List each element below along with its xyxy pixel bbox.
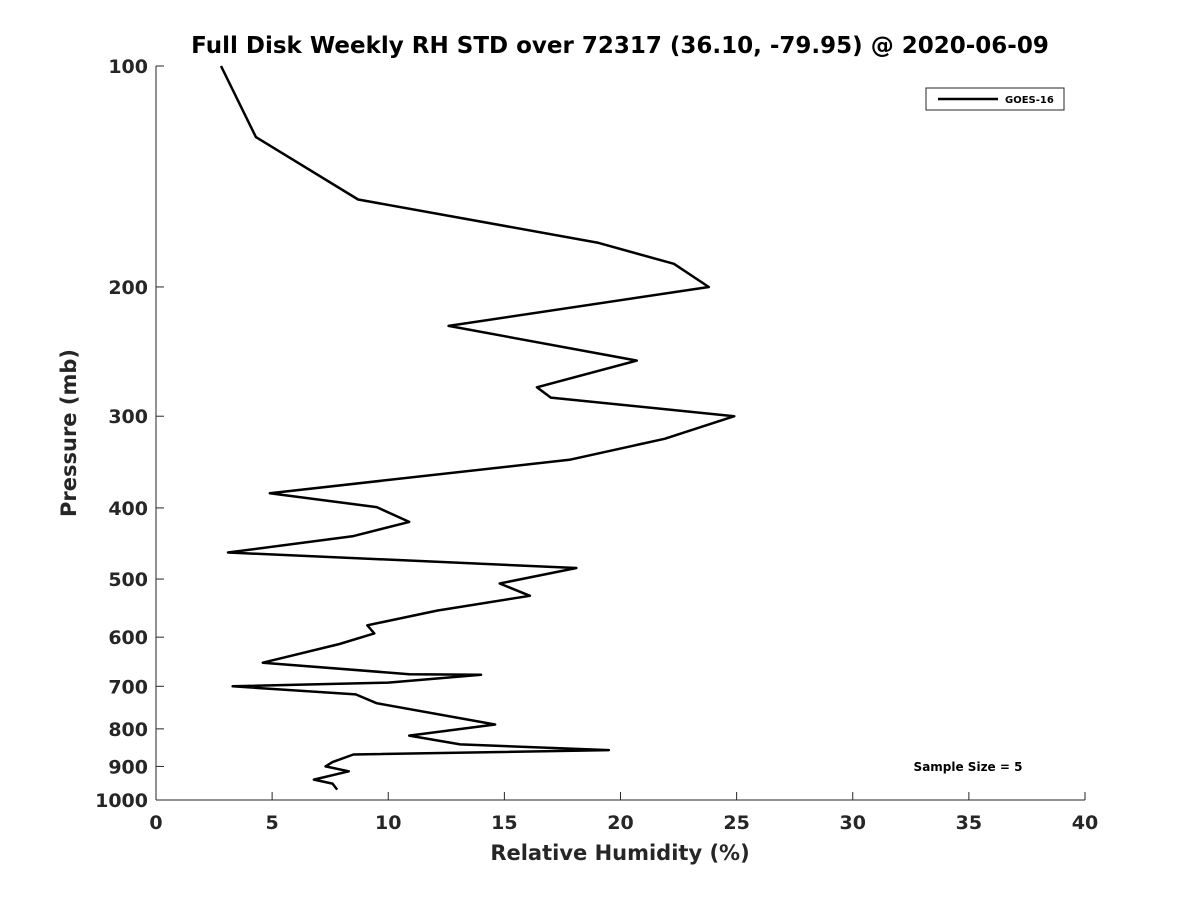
x-tick-label: 0 (149, 812, 162, 834)
y-tick-label: 600 (108, 627, 148, 649)
x-tick-label: 30 (840, 812, 866, 834)
y-ticks: 100 200 300 400 500 600 700 800 900 1000 (95, 56, 164, 812)
x-tick-label: 10 (375, 812, 401, 834)
y-tick-label: 800 (108, 719, 148, 741)
y-tick-label: 100 (108, 56, 148, 78)
series-layer (219, 65, 736, 791)
x-tick-label: 40 (1072, 812, 1098, 834)
series-line-goes-16 (219, 65, 736, 791)
y-tick-label: 900 (108, 756, 148, 778)
x-tick-label: 25 (723, 812, 749, 834)
x-ticks: 0 5 10 15 20 25 30 35 40 (149, 792, 1098, 834)
x-tick-label: 5 (266, 812, 279, 834)
y-tick-label: 300 (108, 406, 148, 428)
y-tick-label: 200 (108, 277, 148, 299)
legend: GOES-16 (925, 87, 1065, 111)
y-tick-label: 500 (108, 569, 148, 591)
sample-size-annotation: Sample Size = 5 (914, 760, 1023, 774)
y-tick-label: 700 (108, 676, 148, 698)
x-tick-label: 35 (956, 812, 982, 834)
y-tick-label: 400 (108, 498, 148, 520)
x-tick-label: 20 (607, 812, 633, 834)
legend-entry-goes-16: GOES-16 (1005, 95, 1054, 106)
x-axis-label: Relative Humidity (%) (490, 841, 749, 865)
x-tick-label: 15 (491, 812, 517, 834)
y-axis-label: Pressure (mb) (57, 349, 81, 517)
chart-title: Full Disk Weekly RH STD over 72317 (36.1… (191, 33, 1049, 59)
y-tick-label: 1000 (95, 790, 148, 812)
